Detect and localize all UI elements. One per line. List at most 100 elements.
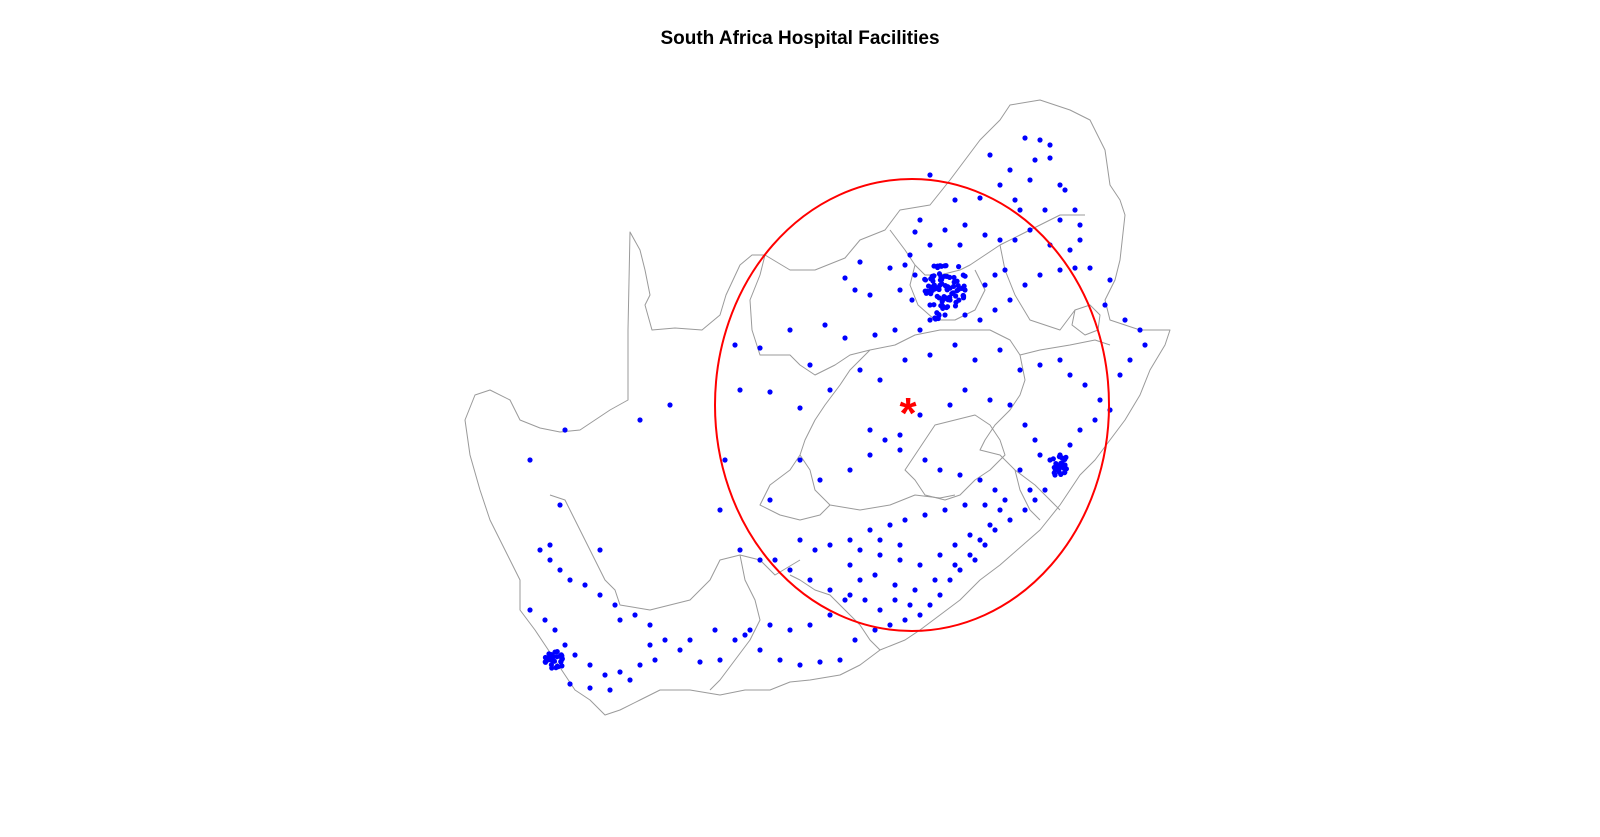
hospital-facility-point xyxy=(972,557,978,563)
hospital-facility-point xyxy=(982,502,988,508)
hospital-facility-point xyxy=(897,542,903,548)
hospital-facility-point xyxy=(902,517,908,523)
hospital-facility-point xyxy=(956,264,962,270)
hospital-facility-point xyxy=(767,497,773,503)
hospital-facility-point xyxy=(967,532,973,538)
hospital-facility-point xyxy=(957,567,963,573)
hospital-facility-point xyxy=(877,552,883,558)
hospital-facility-point xyxy=(907,252,913,258)
hospital-facility-point xyxy=(940,296,947,302)
hospital-facility-point xyxy=(842,597,848,603)
hospital-facility-point xyxy=(677,647,683,653)
hospital-facility-point xyxy=(997,347,1003,353)
hospital-facility-point xyxy=(1057,217,1063,223)
hospital-facility-point xyxy=(1122,317,1128,323)
hospital-facility-point xyxy=(1077,427,1083,433)
hospital-facility-point xyxy=(867,292,873,298)
hospital-facility-point xyxy=(1102,302,1108,308)
hospital-facility-point xyxy=(982,542,988,548)
hospital-facility-point xyxy=(567,577,573,583)
hospital-facility-point xyxy=(617,617,623,623)
hospital-facility-point xyxy=(982,282,988,288)
hospital-facility-point xyxy=(607,687,613,693)
hospital-facility-point xyxy=(960,292,966,299)
hospital-facility-point xyxy=(1092,417,1098,423)
hospital-facility-point xyxy=(1051,470,1057,476)
hospital-facility-point xyxy=(902,262,908,268)
hospital-facility-point xyxy=(1017,207,1023,213)
hospital-facility-point xyxy=(962,502,968,508)
hospital-facility-point xyxy=(827,612,833,618)
hospital-facility-point xyxy=(947,402,953,408)
hospital-facility-point xyxy=(1042,487,1048,493)
hospital-facility-point xyxy=(947,285,953,291)
hospital-facility-point xyxy=(827,587,833,593)
hospital-facility-point xyxy=(552,649,558,655)
hospital-facility-point xyxy=(1127,357,1133,363)
hospital-facility-point xyxy=(955,283,961,289)
hospital-facility-point xyxy=(1047,155,1053,161)
hospital-facility-point xyxy=(587,662,593,668)
hospital-facility-point xyxy=(867,527,873,533)
hospital-facility-point xyxy=(827,387,833,393)
hospital-facility-point xyxy=(852,637,858,643)
hospital-facility-point xyxy=(1022,422,1028,428)
hospital-facility-point xyxy=(927,172,933,178)
hospital-facility-point xyxy=(582,582,588,588)
hospital-facility-point xyxy=(937,592,943,598)
hospital-facility-point xyxy=(767,389,773,395)
hospital-facility-point xyxy=(912,229,918,235)
hospital-facility-point xyxy=(547,557,553,563)
hospital-facility-point xyxy=(929,287,936,294)
hospital-facility-point xyxy=(867,427,873,433)
hospital-facility-point xyxy=(872,332,878,338)
hospital-facility-point xyxy=(1032,437,1038,443)
hospital-facility-point xyxy=(857,259,863,265)
hospital-facility-point xyxy=(944,273,950,280)
hospital-facility-point xyxy=(737,547,743,553)
hospital-facility-point xyxy=(1057,182,1063,188)
hospital-facility-point xyxy=(877,537,883,543)
hospital-facility-point xyxy=(1007,517,1013,523)
hospital-facility-point xyxy=(912,272,918,278)
hospital-facility-point xyxy=(1072,207,1078,213)
hospital-facility-point xyxy=(542,617,548,623)
hospital-facility-point xyxy=(562,427,568,433)
hospital-facility-point xyxy=(882,437,888,443)
hospital-facility-point xyxy=(637,417,643,423)
hospital-facility-point xyxy=(797,457,803,463)
hospital-facility-point xyxy=(717,657,723,663)
hospital-facility-point xyxy=(587,685,593,691)
hospital-facility-point xyxy=(952,542,958,548)
hospital-facility-point xyxy=(1022,135,1028,141)
hospital-facility-point xyxy=(612,602,618,608)
hospital-facility-point xyxy=(597,547,603,553)
hospital-facility-point xyxy=(938,263,944,269)
hospital-facility-point xyxy=(936,312,942,318)
hospital-facility-point xyxy=(732,342,738,348)
eswatini-outline xyxy=(1071,304,1101,336)
hospital-facility-point xyxy=(1062,187,1068,193)
hospital-facility-point xyxy=(957,472,963,478)
hospital-facility-point xyxy=(1050,456,1056,462)
hospital-facility-point xyxy=(956,297,962,303)
hospital-facility-point xyxy=(954,278,960,284)
hospital-facility-point xyxy=(929,273,935,280)
hospital-facility-point xyxy=(847,467,853,473)
hospital-facility-point xyxy=(1037,362,1043,368)
hospital-facility-point xyxy=(951,274,957,281)
hospital-facility-point xyxy=(552,627,558,633)
hospital-facility-point xyxy=(942,283,948,289)
hospital-facility-point xyxy=(1058,460,1064,466)
hospital-facility-point xyxy=(927,602,933,608)
hospital-facility-point xyxy=(992,487,998,493)
hospital-facility-point xyxy=(902,357,908,363)
hospital-facility-point xyxy=(952,342,958,348)
hospital-facility-point xyxy=(537,547,543,553)
hospital-facility-point xyxy=(527,607,533,613)
hospital-facility-point xyxy=(1060,465,1066,471)
hospital-facility-point xyxy=(927,242,933,248)
hospital-facility-point xyxy=(1057,267,1063,273)
hospital-facility-point xyxy=(917,412,923,418)
hospital-facility-point xyxy=(952,562,958,568)
